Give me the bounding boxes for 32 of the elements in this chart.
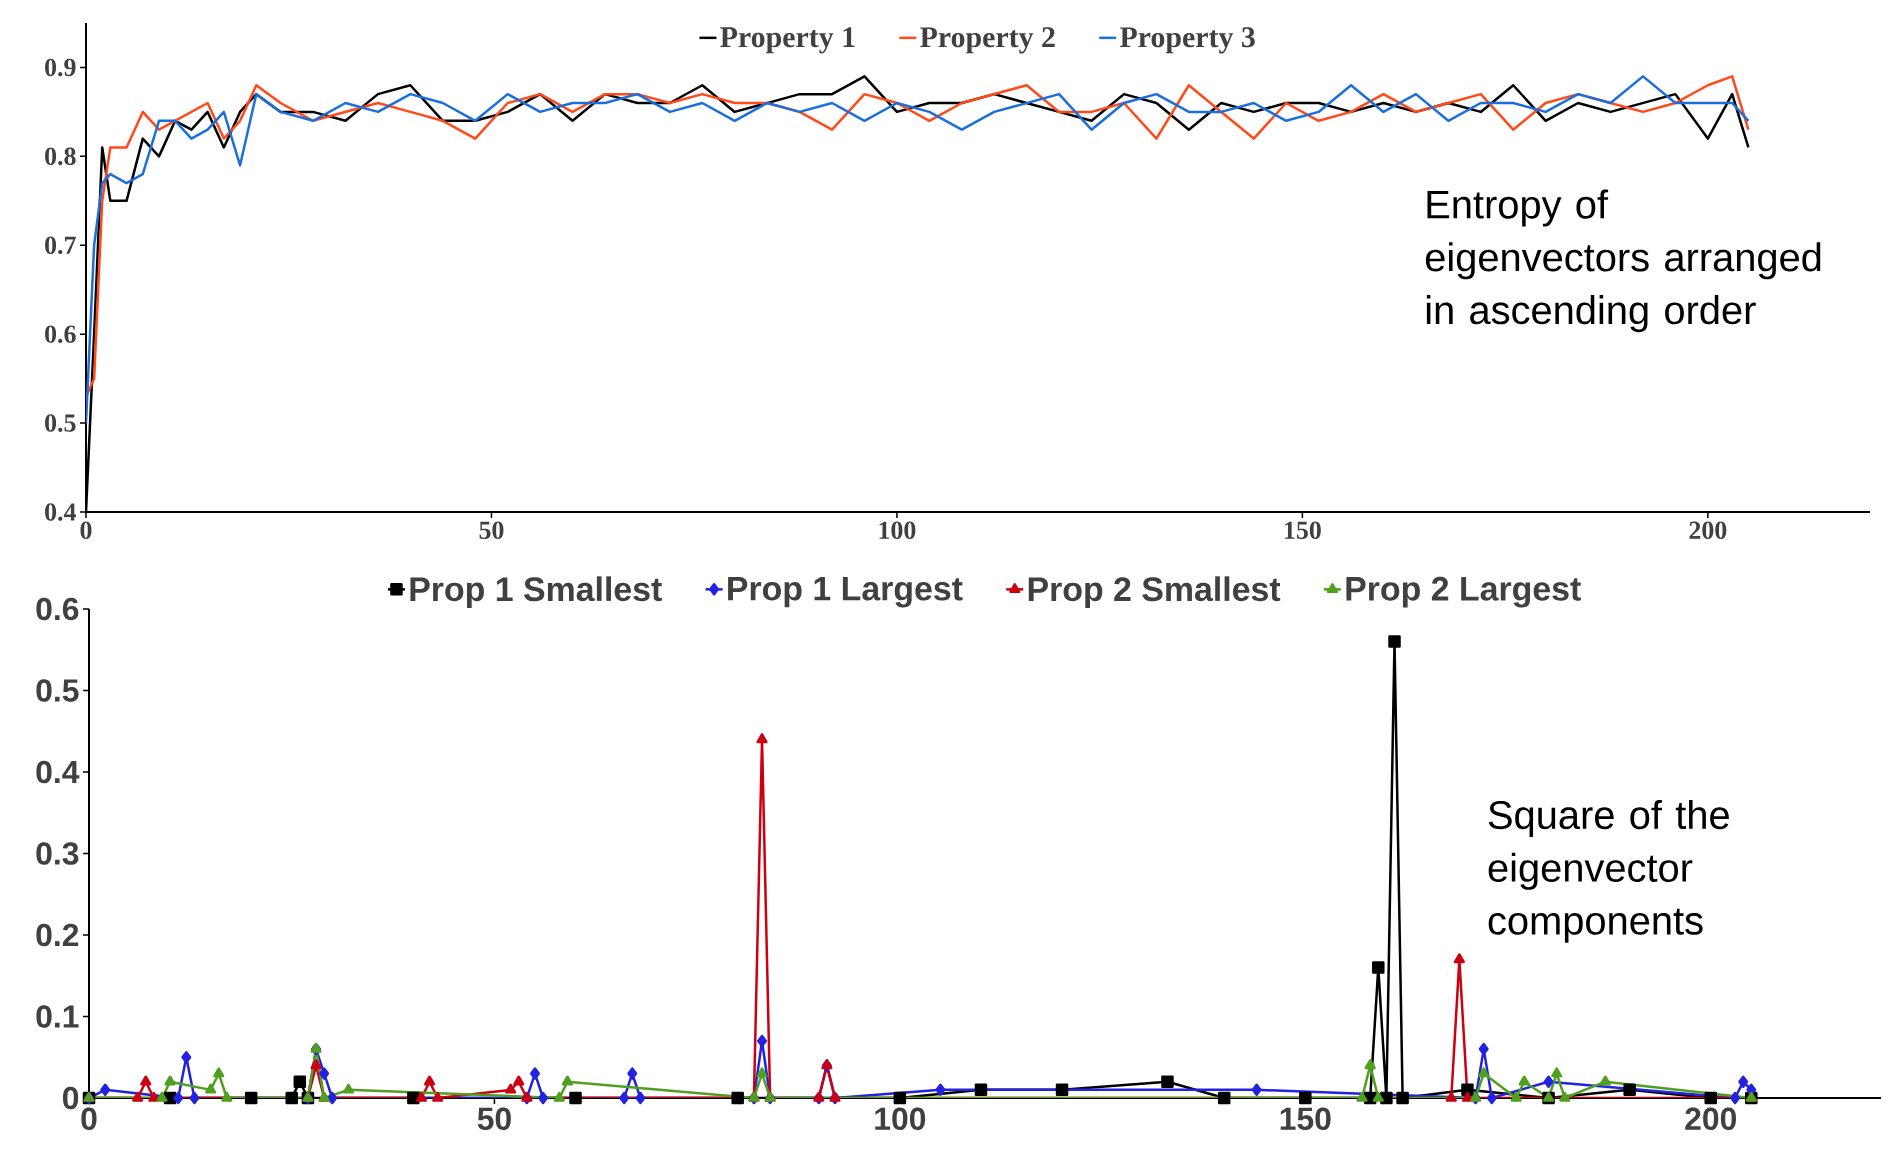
legend-label: Prop 1 Smallest — [410, 576, 662, 608]
x-tick-label: 50 — [479, 521, 504, 539]
y-tick-label: 0.3 — [36, 842, 79, 865]
y-tick-label: 0.1 — [36, 1005, 79, 1028]
x-tick-label: 200 — [1689, 521, 1727, 539]
legend-label: Property 3 — [1119, 27, 1255, 54]
y-tick-label: 0.6 — [45, 325, 76, 343]
y-tick-label: 0.7 — [45, 236, 76, 255]
annotation: Square of the eigenvector components — [1488, 799, 1729, 943]
y-tick-label: 0.4 — [36, 760, 80, 784]
y-tick-label: 0.9 — [45, 58, 76, 77]
legend-label: Property 1 — [720, 27, 855, 54]
y-tick-label: 0 — [63, 1086, 79, 1110]
legend-label: Prop 2 Smallest — [1028, 576, 1281, 608]
x-tick-label: 100 — [875, 1107, 926, 1131]
y-tick-label: 0.2 — [36, 923, 79, 947]
x-tick-label: 200 — [1685, 1107, 1737, 1131]
annotation: Entropy of eigenvectors arranged in ascending order — [1425, 189, 1821, 333]
x-tick-label: 150 — [1280, 1107, 1331, 1131]
x-tick-label: 150 — [1285, 521, 1321, 539]
legend-label: Property 2 — [920, 27, 1055, 54]
legend-label: Prop 2 Largest — [1346, 576, 1581, 608]
y-tick-label: 0.4 — [45, 503, 76, 521]
x-tick-label: 0 — [80, 521, 92, 539]
y-tick-label: 0.5 — [45, 414, 76, 432]
legend-label: Prop 1 Largest — [728, 576, 963, 608]
y-tick-label: 0.5 — [36, 679, 79, 702]
x-tick-label: 100 — [879, 521, 916, 539]
x-tick-label: 50 — [477, 1107, 511, 1131]
x-tick-label: 0 — [81, 1107, 97, 1131]
y-tick-label: 0.6 — [36, 597, 79, 621]
y-tick-label: 0.8 — [45, 147, 76, 166]
